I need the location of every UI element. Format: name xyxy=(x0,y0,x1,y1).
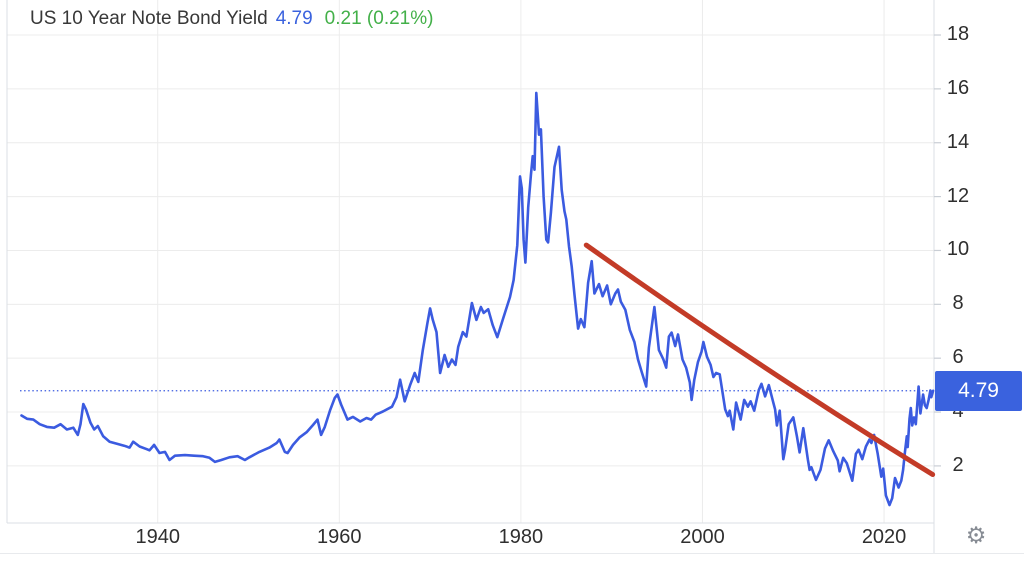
settings-gear-icon[interactable]: ⚙ xyxy=(965,523,987,549)
x-tick-label: 2000 xyxy=(680,526,725,548)
chart-header: US 10 Year Note Bond Yield 4.79 0.21 (0.21… xyxy=(30,7,433,31)
y-tick-label: 10 xyxy=(946,238,970,261)
y-tick-label: 14 xyxy=(946,130,970,153)
x-tick-label: 1940 xyxy=(135,526,180,548)
y-tick-label: 6 xyxy=(952,346,964,369)
y-tick-label: 4 xyxy=(952,400,964,423)
bottom-divider xyxy=(0,553,1024,554)
price-change-value: 0.21 (0.21%) xyxy=(324,8,434,29)
chart-title: US 10 Year Note Bond Yield xyxy=(30,8,268,29)
last-price-value: 4.79 xyxy=(275,8,313,29)
y-tick-label: 12 xyxy=(946,184,970,207)
x-tick-label: 2020 xyxy=(861,526,907,548)
current-value-badge-text: 4.79 xyxy=(958,378,999,402)
y-tick-label: 16 xyxy=(946,76,970,99)
y-tick-label: 2 xyxy=(952,453,964,476)
x-tick-label: 1980 xyxy=(498,526,544,548)
y-tick-label: 8 xyxy=(952,292,964,315)
x-tick-label: 1960 xyxy=(317,526,362,548)
current-value-badge: 4.79 xyxy=(935,370,1022,411)
y-tick-label: 18 xyxy=(946,23,970,45)
